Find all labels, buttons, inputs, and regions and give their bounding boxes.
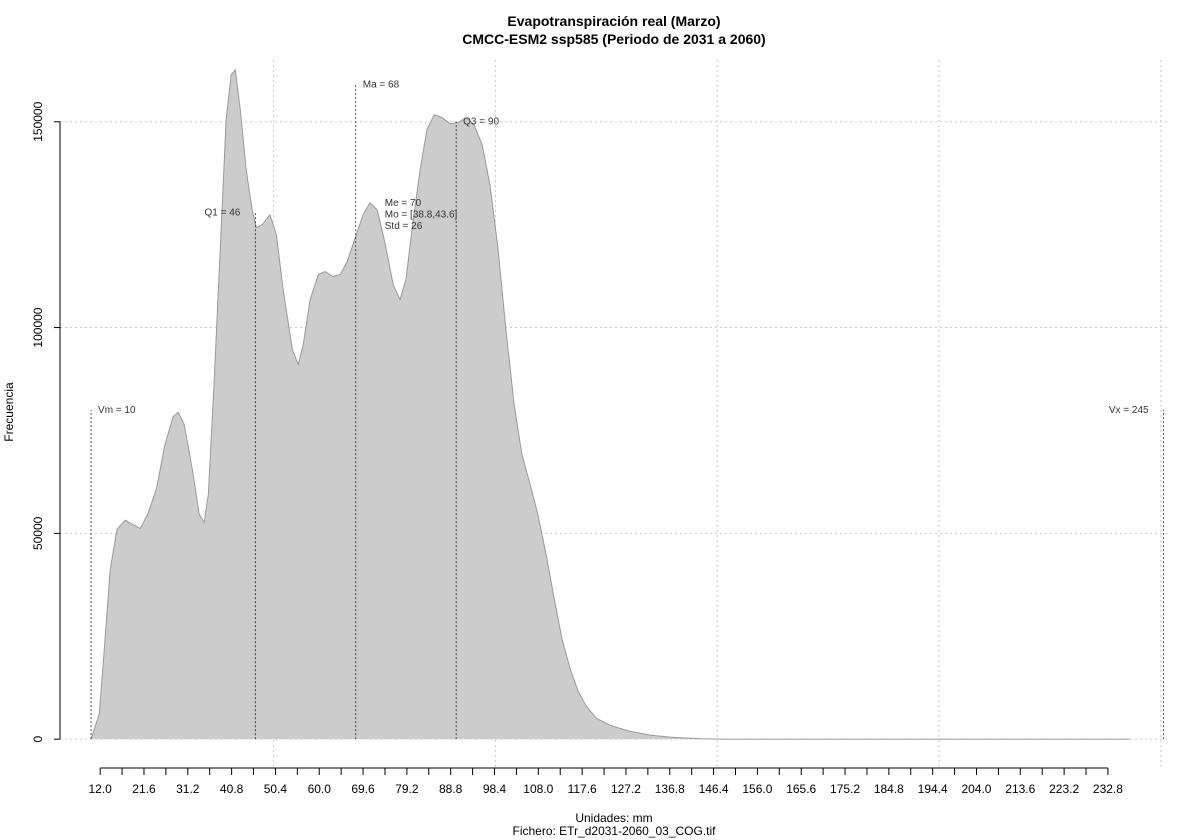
stat-label: Mo = [38.8,43.6] bbox=[385, 210, 458, 221]
x-tick-label: 50.4 bbox=[264, 782, 288, 796]
reference-label: Vx = 245 bbox=[1109, 405, 1149, 416]
x-tick-label: 184.8 bbox=[874, 782, 904, 796]
reference-label: Q1 = 46 bbox=[204, 207, 240, 218]
reference-label: Q3 = 90 bbox=[463, 117, 499, 128]
x-tick-label: 69.6 bbox=[351, 782, 375, 796]
x-tick-label: 117.6 bbox=[568, 782, 597, 796]
x-axis-label: Unidades: mm bbox=[575, 811, 652, 825]
x-tick-label: 136.8 bbox=[655, 782, 685, 796]
x-tick-label: 175.2 bbox=[830, 782, 860, 796]
x-tick-label: 213.6 bbox=[1005, 782, 1035, 796]
y-tick-label: 100000 bbox=[31, 307, 45, 347]
x-tick-label: 79.2 bbox=[395, 782, 419, 796]
x-tick-label: 21.6 bbox=[132, 782, 156, 796]
chart-subtitle: CMCC-ESM2 ssp585 (Periodo de 2031 a 2060… bbox=[462, 31, 765, 47]
x-tick-label: 108.0 bbox=[523, 782, 553, 796]
x-tick-label: 60.0 bbox=[308, 782, 332, 796]
caption: Fichero: ETr_d2031-2060_03_COG.tif bbox=[513, 824, 717, 838]
x-tick-label: 146.4 bbox=[699, 782, 729, 796]
x-tick-label: 88.8 bbox=[439, 782, 463, 796]
density-area bbox=[91, 69, 1130, 740]
x-tick-label: 194.4 bbox=[918, 782, 948, 796]
reference-label: Ma = 68 bbox=[363, 80, 400, 91]
x-tick-label: 204.0 bbox=[961, 782, 991, 796]
x-tick-label: 223.2 bbox=[1049, 782, 1079, 796]
x-tick-label: 232.8 bbox=[1093, 782, 1123, 796]
stat-label: Std = 26 bbox=[385, 221, 423, 232]
x-tick-label: 165.6 bbox=[786, 782, 816, 796]
x-tick-label: 127.2 bbox=[611, 782, 641, 796]
stat-label: Me = 70 bbox=[385, 198, 422, 209]
density-line bbox=[90, 68, 1130, 740]
x-tick-label: 98.4 bbox=[483, 782, 507, 796]
y-tick-label: 150000 bbox=[31, 101, 45, 141]
y-tick-label: 50000 bbox=[31, 516, 45, 550]
chart-title: Evapotranspiración real (Marzo) bbox=[507, 13, 720, 29]
x-tick-label: 31.2 bbox=[176, 782, 200, 796]
reference-label: Vm = 10 bbox=[98, 405, 136, 416]
x-tick-label: 156.0 bbox=[742, 782, 772, 796]
x-tick-label: 12.0 bbox=[88, 782, 112, 796]
x-tick-label: 40.8 bbox=[220, 782, 244, 796]
y-tick-label: 0 bbox=[31, 736, 45, 743]
y-axis-label: Frecuencia bbox=[2, 382, 16, 442]
